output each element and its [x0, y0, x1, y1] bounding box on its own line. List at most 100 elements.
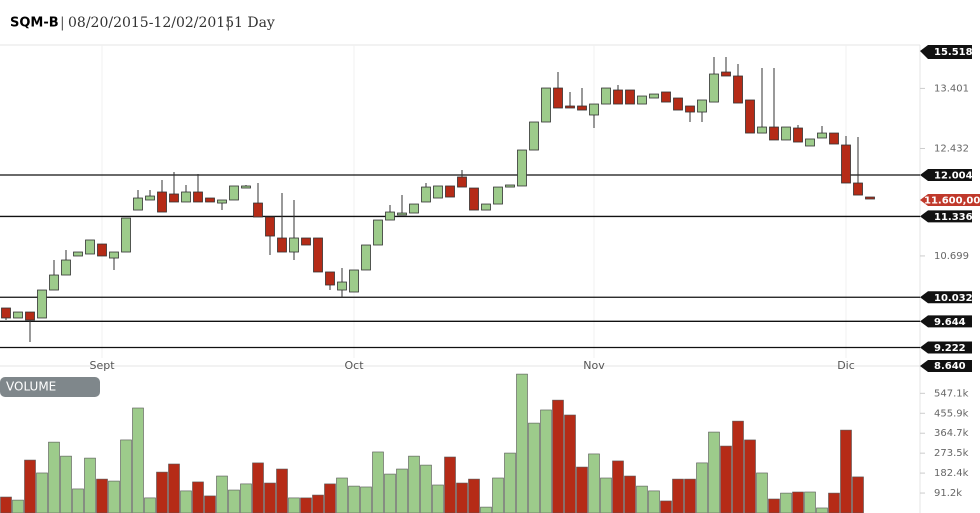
- volume-bar: [180, 490, 192, 513]
- level-tag: [920, 210, 972, 223]
- candle-body: [469, 187, 479, 211]
- volume-bar: [252, 462, 264, 513]
- interval: 1 Day: [234, 15, 275, 31]
- candle-body: [673, 97, 683, 111]
- x-tick-label: Sept: [89, 359, 115, 372]
- candle-body: [649, 93, 659, 99]
- volume-bar: [648, 490, 660, 513]
- candle-body: [13, 311, 23, 319]
- volume-bar: [600, 477, 612, 513]
- x-tick-label: Oct: [344, 359, 364, 372]
- candle-body: [841, 144, 851, 184]
- volume-bar: [708, 431, 720, 513]
- candle-body: [685, 105, 695, 113]
- level-tag: [920, 315, 972, 328]
- volume-bar: [312, 494, 324, 513]
- x-tick-label: Nov: [583, 359, 605, 372]
- candle-body: [157, 191, 167, 213]
- candle-body: [457, 176, 467, 188]
- candle-body: [409, 203, 419, 214]
- volume-bar: [408, 455, 420, 513]
- volume-bar: [204, 495, 216, 513]
- volume-bar: [432, 484, 444, 513]
- candle-body: [613, 89, 623, 105]
- candle-body: [589, 103, 599, 116]
- level-label: 9.222: [934, 343, 966, 354]
- ticker: SQM-B: [10, 16, 59, 31]
- candle-body: [565, 105, 575, 109]
- volume-bar: [720, 445, 732, 513]
- candle-body: [817, 132, 827, 139]
- separator: |: [60, 15, 65, 31]
- volume-bar: [216, 475, 228, 513]
- volume-title: VOLUME: [6, 380, 56, 394]
- candle-body: [169, 193, 179, 203]
- volume-bar: [504, 452, 516, 513]
- volume-bar: [192, 481, 204, 513]
- volume-bar: [228, 489, 240, 513]
- volume-bar: [456, 482, 468, 513]
- volume-bar: [468, 478, 480, 513]
- volume-bar: [804, 491, 816, 513]
- volume-bar: [144, 497, 156, 513]
- candle-body: [805, 138, 815, 147]
- last-price-tag: [920, 194, 980, 207]
- candle-body: [625, 89, 635, 105]
- max-tag: [920, 45, 972, 59]
- level-label: 12.004: [934, 171, 973, 182]
- candle-body: [421, 186, 431, 203]
- volume-bar: [360, 486, 372, 513]
- candle-body: [697, 99, 707, 113]
- volume-bar: [444, 456, 456, 513]
- min-tag: [920, 360, 972, 372]
- y-tick-label: 182.4k: [934, 468, 969, 479]
- volume-bar: [516, 373, 528, 513]
- max-label: 15.518: [934, 47, 973, 58]
- candle-body: [85, 239, 95, 255]
- candle-body: [205, 197, 215, 203]
- candle-body: [121, 217, 131, 253]
- level-tag: [920, 341, 972, 354]
- volume-bar: [60, 455, 72, 513]
- candle-body: [397, 212, 407, 216]
- volume-bar: [744, 439, 756, 513]
- volume-bar: [168, 463, 180, 513]
- candle-body: [265, 216, 275, 237]
- y-tick-label: 12.432: [934, 143, 969, 154]
- candle-body: [73, 251, 83, 257]
- candle-body: [337, 281, 347, 291]
- candle-body: [109, 251, 119, 259]
- volume-bar: [696, 462, 708, 513]
- candle-body: [349, 269, 359, 293]
- y-tick-label: 91.2k: [934, 488, 962, 499]
- y-tick-label: 547.1k: [934, 388, 969, 399]
- candle-body: [289, 237, 299, 253]
- candle-body: [493, 186, 503, 205]
- volume-bar: [624, 475, 636, 513]
- candle-body: [445, 185, 455, 198]
- candle-body: [517, 149, 527, 187]
- volume-bar: [528, 422, 540, 513]
- volume-bar: [816, 507, 828, 513]
- volume-bar: [768, 498, 780, 513]
- volume-bar: [264, 482, 276, 513]
- volume-bar: [288, 497, 300, 513]
- volume-bar: [732, 420, 744, 513]
- candle-body: [601, 87, 611, 105]
- candle-body: [373, 219, 383, 246]
- volume-bar: [24, 459, 36, 513]
- candle-body: [49, 274, 59, 291]
- volume-bar: [336, 477, 348, 513]
- volume-bar: [852, 476, 864, 513]
- y-tick-label: 10.699: [934, 251, 969, 262]
- candle-body: [61, 259, 71, 276]
- volume-bar: [492, 477, 504, 513]
- candle-body: [793, 127, 803, 143]
- candle-body: [541, 87, 551, 123]
- candle-body: [217, 199, 227, 204]
- volume-bar: [612, 460, 624, 513]
- date-range: 08/20/2015-12/02/2015: [68, 15, 234, 31]
- candle-body: [637, 95, 647, 105]
- volume-bar: [384, 473, 396, 513]
